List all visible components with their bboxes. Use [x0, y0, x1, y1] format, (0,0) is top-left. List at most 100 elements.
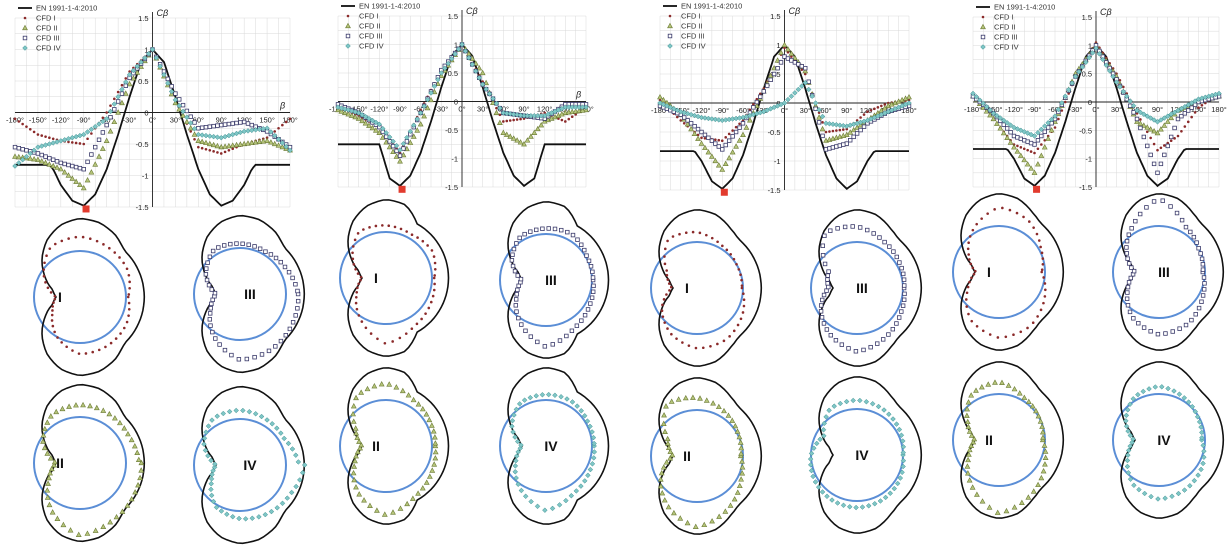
polar-point	[67, 527, 74, 533]
polar-point	[433, 261, 437, 265]
data-point-interp	[1141, 134, 1147, 140]
data-point-interp	[46, 141, 53, 147]
data-point-interp	[227, 149, 231, 152]
data-point-interp	[828, 130, 831, 133]
data-point-interp	[497, 105, 503, 111]
polar-point	[107, 518, 114, 525]
data-point-interp	[373, 119, 379, 126]
polar-point	[53, 330, 56, 334]
data-point-interp	[1147, 115, 1154, 121]
data-point-interp	[223, 150, 227, 154]
data-point-interp	[78, 142, 82, 145]
data-point-interp	[1038, 126, 1045, 133]
polar-point	[828, 228, 833, 233]
data-point-interp	[486, 91, 493, 97]
data-point-interp	[142, 55, 148, 61]
polar-point	[835, 226, 840, 231]
polar-point	[1042, 461, 1048, 467]
polar-point	[549, 505, 556, 512]
polar-point	[988, 333, 992, 336]
polar-point	[88, 237, 92, 240]
polar-point	[1041, 262, 1045, 266]
polar-point	[740, 284, 744, 287]
polar-point	[228, 241, 233, 247]
polar-point	[660, 309, 664, 313]
polar-point	[213, 504, 220, 511]
data-point	[1154, 119, 1161, 125]
data-point	[195, 131, 202, 138]
x-tick-label: 120°	[537, 105, 553, 114]
polar-point	[1177, 326, 1182, 331]
polar-point	[252, 411, 259, 417]
polar-point	[533, 393, 540, 399]
polar-point	[965, 399, 972, 405]
polar-point	[522, 231, 527, 237]
polar-point	[975, 222, 978, 226]
polar-point	[1028, 220, 1031, 223]
data-point	[397, 147, 403, 153]
polar-point	[665, 440, 671, 446]
y-axis-label: Cβ	[1100, 7, 1112, 17]
data-point-interp	[1131, 110, 1136, 115]
data-point-interp	[61, 169, 68, 175]
polar-label: I	[987, 264, 991, 280]
data-point-interp	[1014, 126, 1021, 132]
x-tick-label: -30°	[434, 105, 448, 114]
polar-point	[1130, 396, 1137, 402]
data-point-interp	[1186, 108, 1191, 113]
data-point-interp	[1106, 68, 1113, 74]
polar-point	[1039, 423, 1045, 429]
x-tick-label: -180°	[964, 105, 982, 114]
polar-point	[966, 285, 970, 289]
polar-point	[1043, 282, 1047, 285]
polar-point	[397, 505, 404, 511]
reference-circle	[1112, 393, 1206, 487]
data-point-interp	[1008, 130, 1013, 135]
data-point-interp	[476, 74, 482, 81]
data-point-interp	[1125, 92, 1129, 95]
data-point-interp	[369, 117, 376, 124]
polar-point	[404, 500, 411, 507]
polar-point	[229, 513, 236, 520]
polar-point	[678, 232, 681, 236]
polar-point	[415, 490, 421, 496]
data-point-interp	[38, 143, 45, 149]
polar-point	[1199, 429, 1205, 436]
polar-point	[1040, 434, 1046, 440]
data-point-interp	[1183, 125, 1187, 128]
polar-point	[367, 502, 373, 508]
data-point-interp	[442, 65, 448, 72]
polar-point	[831, 403, 837, 409]
data-point-interp	[1096, 51, 1103, 57]
data-point-interp	[260, 126, 267, 132]
data-point	[58, 138, 64, 144]
polar-point	[890, 416, 896, 422]
polar-point	[1031, 321, 1035, 325]
polar-point	[721, 244, 724, 248]
polar-point	[842, 224, 848, 230]
data-point-interp	[1193, 111, 1197, 114]
polar-point	[516, 401, 523, 407]
data-point-interp	[755, 97, 759, 101]
polar-point	[964, 405, 971, 412]
polar-point	[901, 277, 907, 282]
polar-point	[426, 416, 433, 423]
eurocode-envelope	[41, 217, 146, 377]
polar-point	[426, 473, 433, 479]
data-point-interp	[431, 83, 438, 90]
polar-point	[1001, 206, 1004, 210]
polar-point	[569, 399, 576, 405]
data-point-interp	[738, 122, 741, 126]
data-point-interp	[199, 138, 206, 144]
data-point-interp	[216, 151, 219, 154]
polar-point	[405, 392, 412, 398]
data-point-interp	[1016, 144, 1019, 148]
data-point	[219, 122, 224, 128]
polar-point	[84, 530, 91, 536]
polar-point	[968, 235, 972, 238]
polar-point	[1191, 477, 1198, 484]
data-point-interp	[165, 76, 170, 82]
polar-point	[515, 449, 521, 455]
polar-point	[829, 497, 835, 503]
polar-point	[869, 401, 876, 407]
